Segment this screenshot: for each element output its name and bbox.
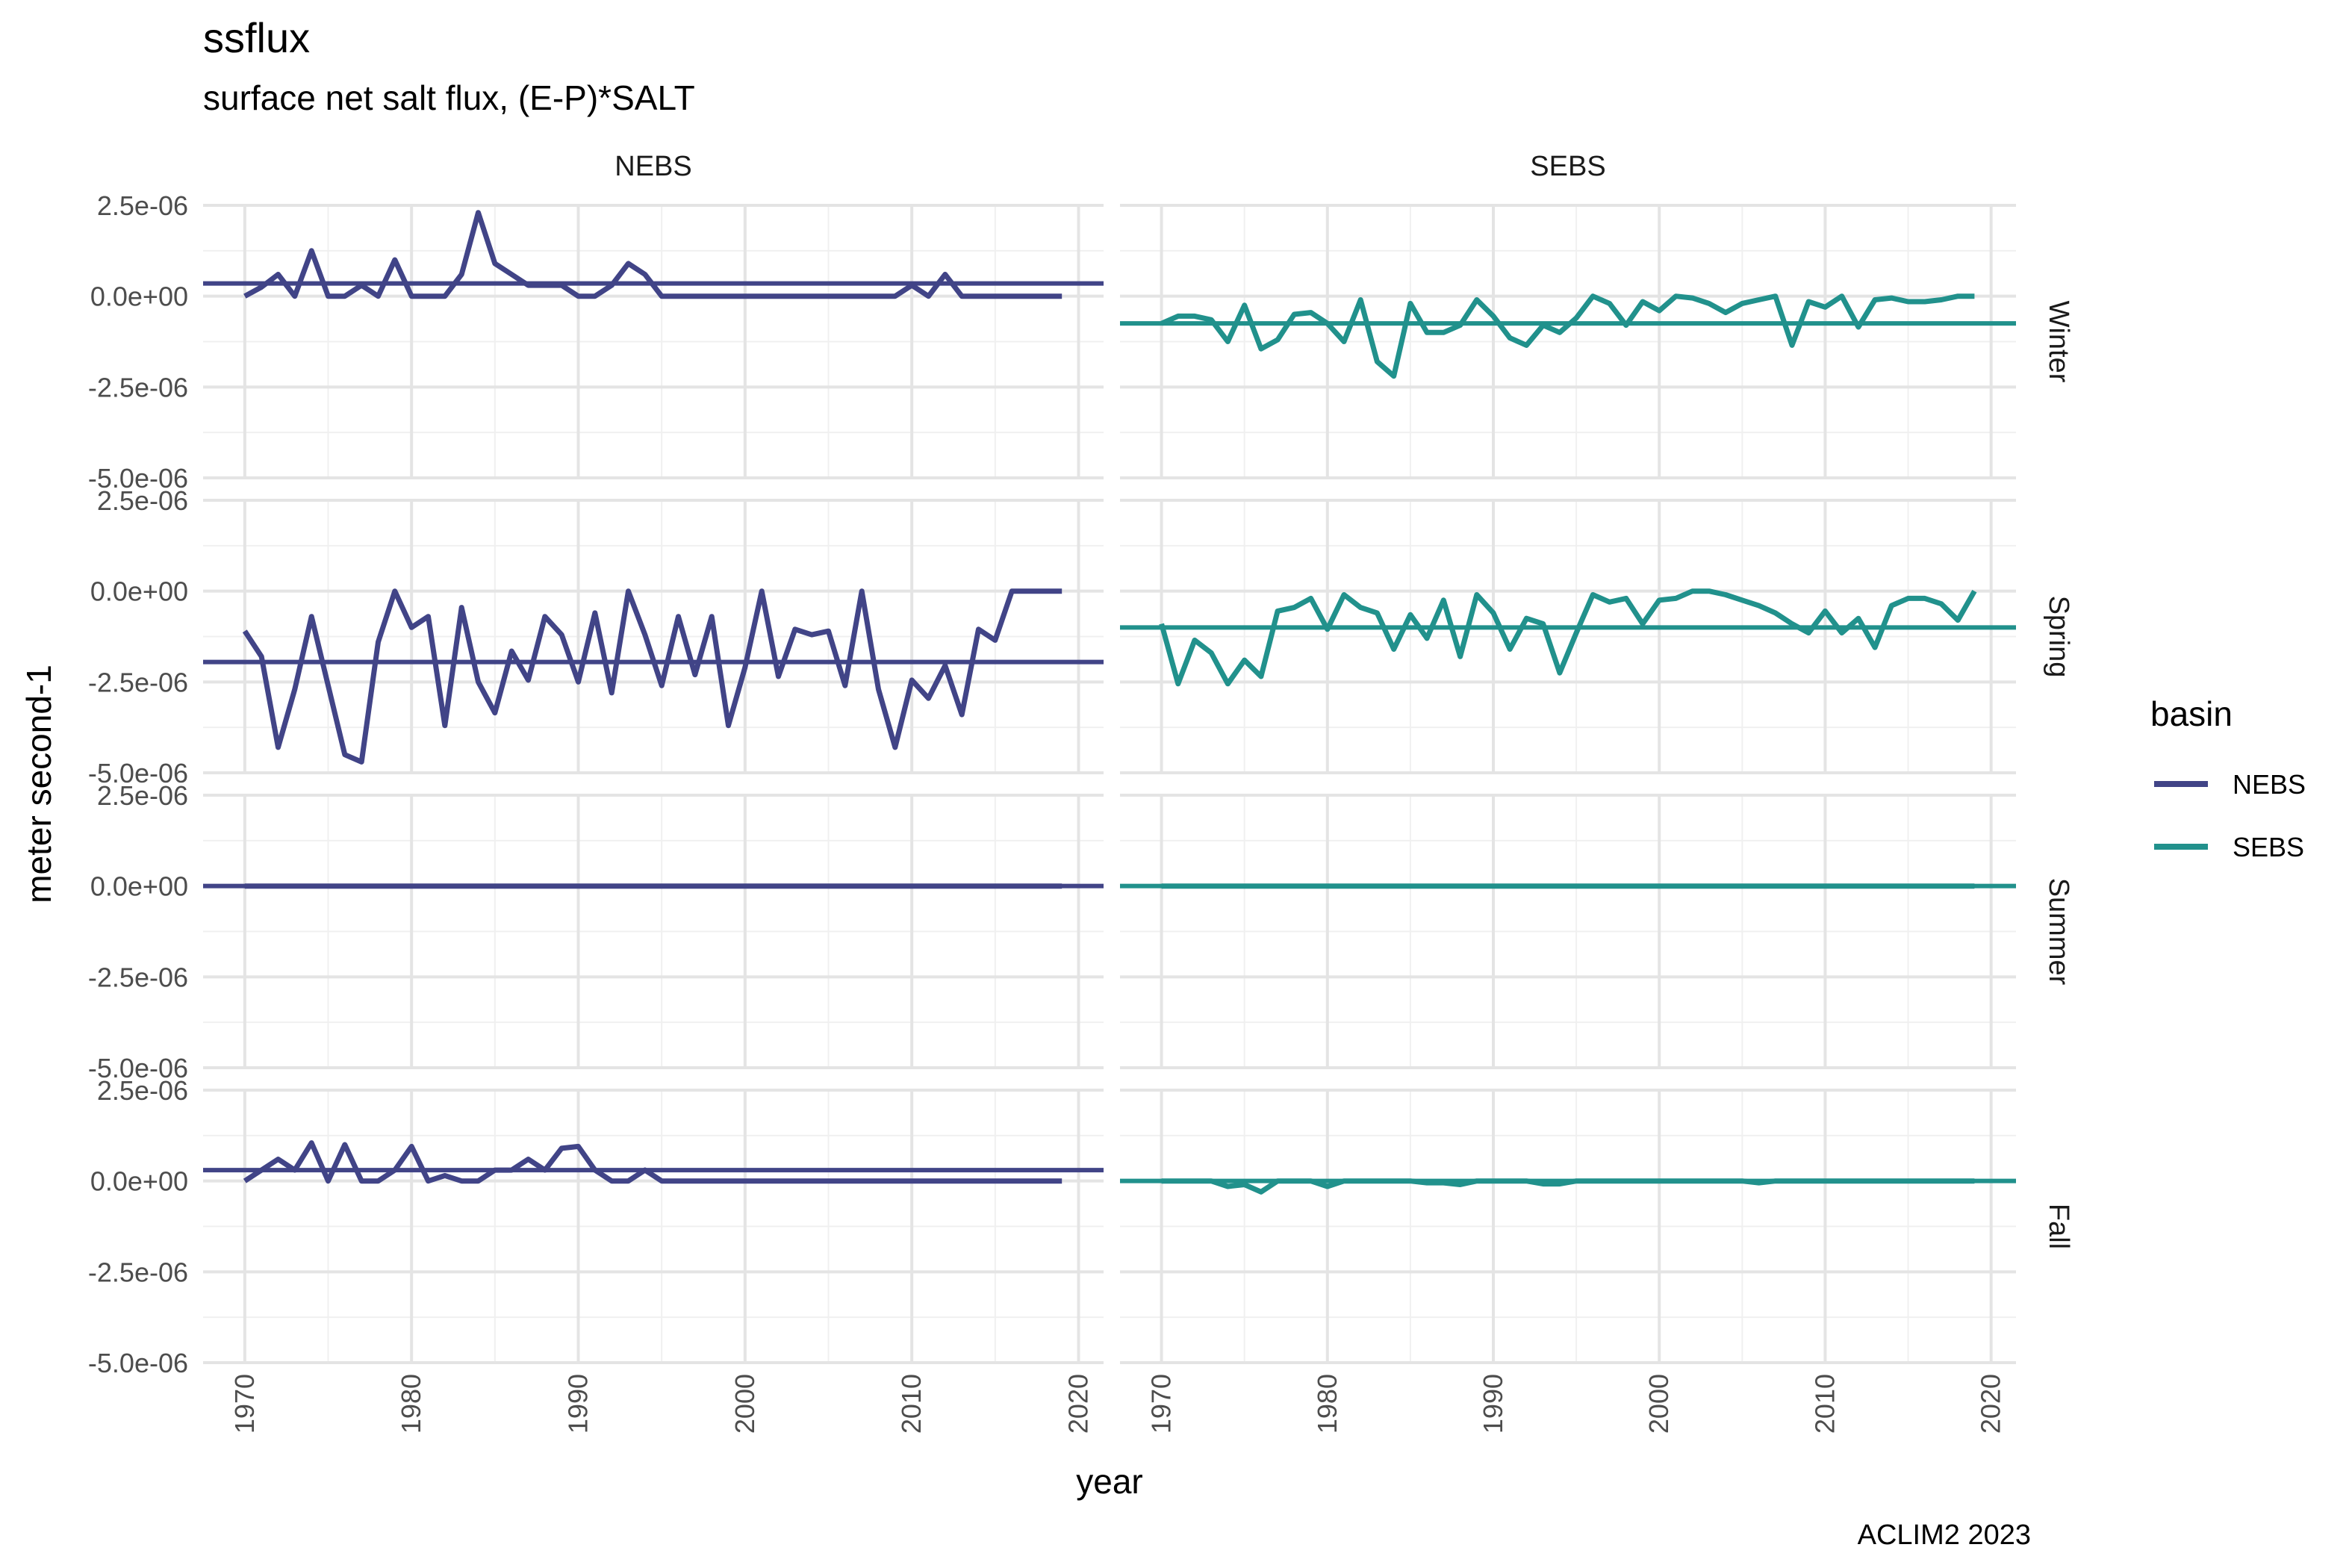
grid-layer	[203, 204, 2016, 1364]
x-tick-label: 1980	[396, 1374, 426, 1434]
y-tick-label: -2.5e-06	[88, 962, 188, 992]
strip-label-spring: Spring	[2043, 596, 2074, 678]
y-tick-label: 2.5e-06	[97, 1075, 188, 1106]
x-axis-label: year	[1076, 1462, 1142, 1501]
y-axis-label: meter second-1	[19, 665, 58, 903]
y-tick-label: -2.5e-06	[88, 372, 188, 402]
x-tick-label: 2020	[1976, 1374, 2006, 1434]
y-tick-label: 2.5e-06	[97, 190, 188, 221]
y-tick-label: 0.0e+00	[90, 576, 188, 607]
y-tick-label: -5.0e-06	[88, 1348, 188, 1378]
x-tick-label: 2010	[1809, 1374, 1840, 1434]
x-tick-label: 1990	[1478, 1374, 1508, 1434]
y-tick-label: -5.0e-06	[88, 463, 188, 494]
text-layer: 2.5e-060.0e+00-2.5e-06-5.0e-062.5e-060.0…	[19, 151, 2306, 1501]
x-tick-label: 2020	[1063, 1374, 1094, 1434]
x-tick-label: 2000	[729, 1374, 760, 1434]
chart-caption: ACLIM2 2023	[1857, 1519, 2031, 1551]
series-line-nebs-spring	[242, 588, 1063, 765]
chart-subtitle: surface net salt flux, (E-P)*SALT	[203, 78, 695, 117]
x-tick-label: 2010	[896, 1374, 927, 1434]
strip-label-winter: Winter	[2043, 301, 2074, 383]
y-tick-label: 2.5e-06	[97, 485, 188, 516]
legend-title: basin	[2150, 694, 2233, 733]
y-tick-label: 2.5e-06	[97, 780, 188, 811]
series-line-sebs-fall	[1161, 1178, 1975, 1195]
x-tick-label: 1970	[229, 1374, 260, 1434]
x-tick-label: 1970	[1146, 1374, 1177, 1434]
y-tick-label: 0.0e+00	[90, 871, 188, 902]
y-tick-label: -5.0e-06	[88, 1053, 188, 1083]
legend-label-sebs: SEBS	[2233, 832, 2304, 862]
y-tick-label: 0.0e+00	[90, 281, 188, 312]
y-tick-label: -2.5e-06	[88, 667, 188, 697]
strip-label-summer: Summer	[2043, 878, 2074, 986]
y-tick-label: 0.0e+00	[90, 1166, 188, 1197]
y-tick-label: -5.0e-06	[88, 758, 188, 788]
series-line-nebs-winter	[243, 210, 1063, 299]
series-line-nebs-fall	[243, 1140, 1063, 1184]
x-tick-label: 1980	[1312, 1374, 1343, 1434]
strip-label-sebs: SEBS	[1530, 151, 1605, 182]
chart-title: ssflux	[203, 14, 311, 61]
x-tick-label: 1990	[563, 1374, 594, 1434]
x-tick-label: 2000	[1643, 1374, 1674, 1434]
strip-label-fall: Fall	[2043, 1204, 2074, 1249]
y-tick-label: -2.5e-06	[88, 1257, 188, 1287]
strip-label-nebs: NEBS	[615, 151, 691, 182]
series-line-sebs-spring	[1159, 588, 1977, 687]
legend-label-nebs: NEBS	[2233, 769, 2306, 800]
series-line-sebs-winter	[1160, 293, 1975, 379]
data-layer	[203, 210, 2016, 1195]
